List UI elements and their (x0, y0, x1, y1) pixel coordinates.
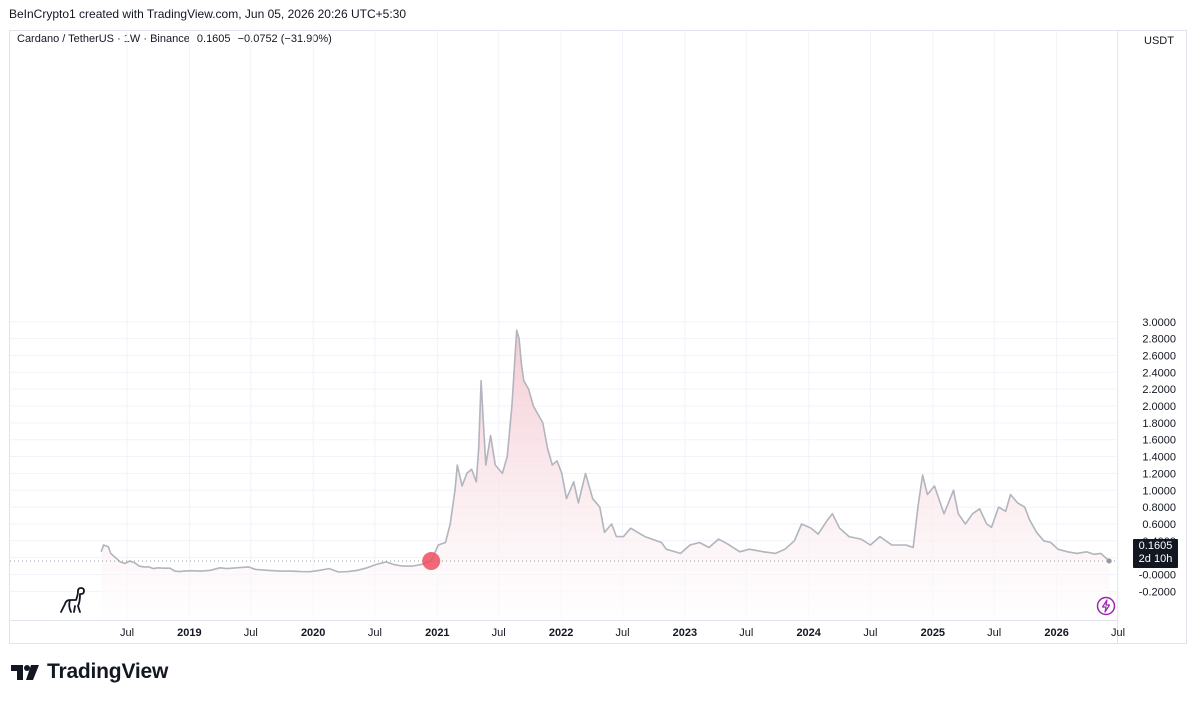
x-tick-label: Jul (739, 627, 753, 639)
y-tick-label: 3.0000 (1142, 317, 1176, 329)
y-tick-label: 1.8000 (1142, 418, 1176, 430)
chart-credit: BeInCrypto1 created with TradingView.com… (9, 7, 407, 21)
x-tick-label: Jul (492, 627, 506, 639)
chart-frame (9, 30, 1187, 644)
x-tick-label: 2023 (673, 627, 697, 639)
last-price-value: 0.1605 (1138, 540, 1173, 552)
y-tick-label: 0.6000 (1142, 519, 1176, 531)
tradingview-brand: TradingView (47, 660, 169, 683)
x-tick-label: 2019 (177, 627, 201, 639)
time-axis-divider (10, 620, 1117, 621)
x-tick-label: 2026 (1044, 627, 1068, 639)
y-tick-label: 2.0000 (1142, 401, 1176, 413)
y-tick-label: 2.6000 (1142, 350, 1176, 362)
y-tick-label: 0.8000 (1142, 502, 1176, 514)
y-tick-label: 2.8000 (1142, 334, 1176, 346)
y-tick-label: -0.2000 (1139, 586, 1176, 598)
highlight-marker (422, 552, 441, 571)
currency-label[interactable]: USDT (1144, 35, 1174, 47)
x-tick-label: Jul (1111, 627, 1125, 639)
y-tick-label: 1.2000 (1142, 468, 1176, 480)
legend-symbol[interactable]: Cardano / TetherUS · 1W · Binance (17, 33, 190, 45)
last-price-dot (1106, 558, 1112, 564)
x-tick-label: Jul (863, 627, 877, 639)
tradingview-logo-icon (11, 665, 39, 680)
last-price-badge: 0.1605 2d 10h (1133, 539, 1178, 568)
y-tick-label: 1.0000 (1142, 485, 1176, 497)
tradingview-logo[interactable]: TradingView (11, 660, 168, 684)
price-line (100, 329, 1110, 573)
dinosaur-icon[interactable] (58, 586, 88, 614)
lightning-icon[interactable] (1096, 596, 1116, 616)
symbol-legend: Cardano / TetherUS · 1W · Binance 0.1605… (17, 33, 332, 45)
x-tick-label: Jul (615, 627, 629, 639)
x-tick-label: Jul (120, 627, 134, 639)
x-tick-label: Jul (244, 627, 258, 639)
x-tick-label: 2025 (921, 627, 945, 639)
legend-last: 0.1605 (196, 33, 231, 45)
x-tick-label: 2021 (425, 627, 449, 639)
y-tick-label: 2.4000 (1142, 367, 1176, 379)
y-tick-label: 1.6000 (1142, 435, 1176, 447)
price-area (101, 330, 1110, 620)
x-tick-label: Jul (368, 627, 382, 639)
x-tick-label: 2020 (301, 627, 325, 639)
y-tick-label: -0.0000 (1139, 570, 1176, 582)
x-tick-label: 2024 (796, 627, 821, 639)
bar-countdown: 2d 10h (1138, 553, 1173, 565)
legend-change: −0.0752 (−31.90%) (237, 33, 332, 45)
y-tick-label: 1.4000 (1142, 452, 1176, 464)
x-tick-label: 2022 (549, 627, 573, 639)
y-tick-label: 2.2000 (1142, 384, 1176, 396)
x-tick-label: Jul (987, 627, 1001, 639)
